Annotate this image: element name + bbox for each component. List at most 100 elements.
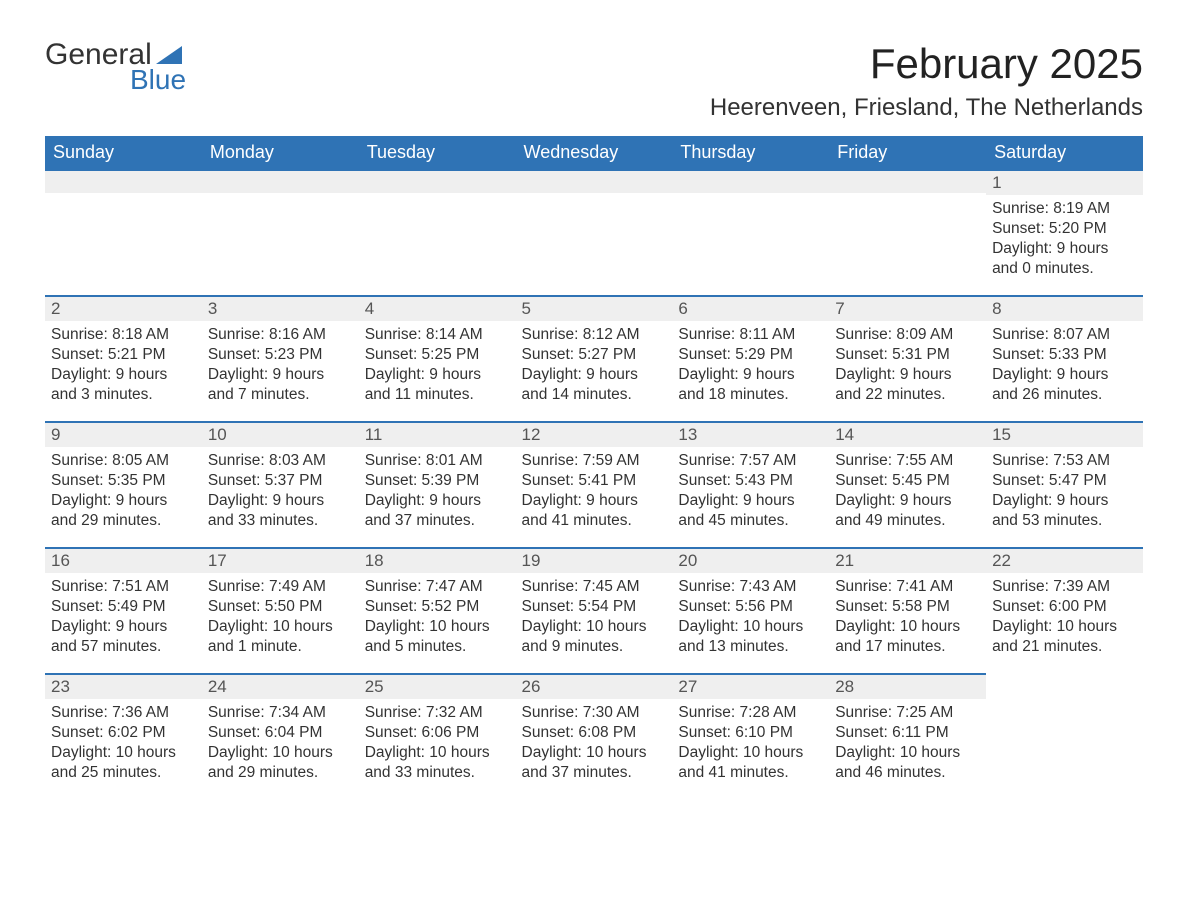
- header: General Blue February 2025 Heerenveen, F…: [45, 40, 1143, 122]
- sunrise: Sunrise: 7:30 AM: [522, 703, 667, 723]
- daylight: Daylight: 9 hours and 3 minutes.: [51, 365, 196, 405]
- calendar-cell: 27Sunrise: 7:28 AMSunset: 6:10 PMDayligh…: [672, 673, 829, 799]
- sunset: Sunset: 6:10 PM: [678, 723, 823, 743]
- daylight: Daylight: 9 hours and 29 minutes.: [51, 491, 196, 531]
- day-number: 11: [359, 421, 516, 447]
- daylight: Daylight: 9 hours and 57 minutes.: [51, 617, 196, 657]
- calendar-cell: 4Sunrise: 8:14 AMSunset: 5:25 PMDaylight…: [359, 295, 516, 421]
- day-details: Sunrise: 8:01 AMSunset: 5:39 PMDaylight:…: [359, 447, 516, 536]
- day-number: 10: [202, 421, 359, 447]
- day-number: 22: [986, 547, 1143, 573]
- sunrise: Sunrise: 7:28 AM: [678, 703, 823, 723]
- flag-icon: [156, 40, 182, 58]
- sunset: Sunset: 5:47 PM: [992, 471, 1137, 491]
- day-details: Sunrise: 7:43 AMSunset: 5:56 PMDaylight:…: [672, 573, 829, 662]
- day-number: 7: [829, 295, 986, 321]
- day-number: 14: [829, 421, 986, 447]
- sunset: Sunset: 5:43 PM: [678, 471, 823, 491]
- daylight: Daylight: 10 hours and 21 minutes.: [992, 617, 1137, 657]
- sunrise: Sunrise: 7:55 AM: [835, 451, 980, 471]
- calendar-cell: [516, 169, 673, 295]
- calendar-cell: 22Sunrise: 7:39 AMSunset: 6:00 PMDayligh…: [986, 547, 1143, 673]
- sunrise: Sunrise: 8:07 AM: [992, 325, 1137, 345]
- calendar-cell: 23Sunrise: 7:36 AMSunset: 6:02 PMDayligh…: [45, 673, 202, 799]
- calendar-cell: 2Sunrise: 8:18 AMSunset: 5:21 PMDaylight…: [45, 295, 202, 421]
- sunset: Sunset: 6:02 PM: [51, 723, 196, 743]
- day-number: 27: [672, 673, 829, 699]
- calendar-cell: 26Sunrise: 7:30 AMSunset: 6:08 PMDayligh…: [516, 673, 673, 799]
- calendar-cell: 17Sunrise: 7:49 AMSunset: 5:50 PMDayligh…: [202, 547, 359, 673]
- day-number: 23: [45, 673, 202, 699]
- sunrise: Sunrise: 8:03 AM: [208, 451, 353, 471]
- sunset: Sunset: 5:50 PM: [208, 597, 353, 617]
- sunrise: Sunrise: 8:12 AM: [522, 325, 667, 345]
- sunset: Sunset: 5:39 PM: [365, 471, 510, 491]
- day-details: Sunrise: 7:47 AMSunset: 5:52 PMDaylight:…: [359, 573, 516, 662]
- calendar-cell: 28Sunrise: 7:25 AMSunset: 6:11 PMDayligh…: [829, 673, 986, 799]
- sunset: Sunset: 5:41 PM: [522, 471, 667, 491]
- daylight: Daylight: 10 hours and 5 minutes.: [365, 617, 510, 657]
- sunrise: Sunrise: 7:49 AM: [208, 577, 353, 597]
- day-details: Sunrise: 7:41 AMSunset: 5:58 PMDaylight:…: [829, 573, 986, 662]
- sunset: Sunset: 5:35 PM: [51, 471, 196, 491]
- sunrise: Sunrise: 7:25 AM: [835, 703, 980, 723]
- logo: General Blue: [45, 40, 186, 94]
- daylight: Daylight: 10 hours and 9 minutes.: [522, 617, 667, 657]
- calendar-body: 1Sunrise: 8:19 AMSunset: 5:20 PMDaylight…: [45, 169, 1143, 799]
- daylight: Daylight: 9 hours and 11 minutes.: [365, 365, 510, 405]
- calendar-cell: 14Sunrise: 7:55 AMSunset: 5:45 PMDayligh…: [829, 421, 986, 547]
- day-number: 17: [202, 547, 359, 573]
- day-details: Sunrise: 8:18 AMSunset: 5:21 PMDaylight:…: [45, 321, 202, 410]
- calendar-cell: 5Sunrise: 8:12 AMSunset: 5:27 PMDaylight…: [516, 295, 673, 421]
- sunrise: Sunrise: 8:09 AM: [835, 325, 980, 345]
- day-number: 25: [359, 673, 516, 699]
- calendar-cell: 18Sunrise: 7:47 AMSunset: 5:52 PMDayligh…: [359, 547, 516, 673]
- weekday-header: Thursday: [672, 136, 829, 169]
- daylight: Daylight: 10 hours and 33 minutes.: [365, 743, 510, 783]
- daylight: Daylight: 10 hours and 29 minutes.: [208, 743, 353, 783]
- logo-word2: Blue: [130, 66, 186, 94]
- sunset: Sunset: 5:54 PM: [522, 597, 667, 617]
- weekday-header: Saturday: [986, 136, 1143, 169]
- daylight: Daylight: 9 hours and 33 minutes.: [208, 491, 353, 531]
- day-details: Sunrise: 7:36 AMSunset: 6:02 PMDaylight:…: [45, 699, 202, 788]
- calendar-week: 16Sunrise: 7:51 AMSunset: 5:49 PMDayligh…: [45, 547, 1143, 673]
- page-title: February 2025: [710, 40, 1143, 88]
- day-details: Sunrise: 7:57 AMSunset: 5:43 PMDaylight:…: [672, 447, 829, 536]
- daylight: Daylight: 9 hours and 41 minutes.: [522, 491, 667, 531]
- empty-day-header: [359, 169, 516, 193]
- sunrise: Sunrise: 8:19 AM: [992, 199, 1137, 219]
- day-number: 24: [202, 673, 359, 699]
- weekday-header: Wednesday: [516, 136, 673, 169]
- sunrise: Sunrise: 7:51 AM: [51, 577, 196, 597]
- sunrise: Sunrise: 8:14 AM: [365, 325, 510, 345]
- day-details: Sunrise: 7:49 AMSunset: 5:50 PMDaylight:…: [202, 573, 359, 662]
- day-number: 5: [516, 295, 673, 321]
- calendar-cell: [672, 169, 829, 295]
- sunrise: Sunrise: 7:47 AM: [365, 577, 510, 597]
- day-details: Sunrise: 8:03 AMSunset: 5:37 PMDaylight:…: [202, 447, 359, 536]
- sunset: Sunset: 5:58 PM: [835, 597, 980, 617]
- calendar-cell: [829, 169, 986, 295]
- day-details: Sunrise: 8:11 AMSunset: 5:29 PMDaylight:…: [672, 321, 829, 410]
- calendar-cell: 15Sunrise: 7:53 AMSunset: 5:47 PMDayligh…: [986, 421, 1143, 547]
- sunset: Sunset: 5:21 PM: [51, 345, 196, 365]
- day-details: Sunrise: 8:05 AMSunset: 5:35 PMDaylight:…: [45, 447, 202, 536]
- sunset: Sunset: 5:52 PM: [365, 597, 510, 617]
- day-number: 6: [672, 295, 829, 321]
- calendar-cell: 3Sunrise: 8:16 AMSunset: 5:23 PMDaylight…: [202, 295, 359, 421]
- sunrise: Sunrise: 8:11 AM: [678, 325, 823, 345]
- daylight: Daylight: 10 hours and 46 minutes.: [835, 743, 980, 783]
- calendar-cell: 8Sunrise: 8:07 AMSunset: 5:33 PMDaylight…: [986, 295, 1143, 421]
- day-number: 18: [359, 547, 516, 573]
- day-details: Sunrise: 8:14 AMSunset: 5:25 PMDaylight:…: [359, 321, 516, 410]
- sunset: Sunset: 5:29 PM: [678, 345, 823, 365]
- daylight: Daylight: 9 hours and 7 minutes.: [208, 365, 353, 405]
- daylight: Daylight: 9 hours and 53 minutes.: [992, 491, 1137, 531]
- empty-day-header: [202, 169, 359, 193]
- day-details: Sunrise: 7:55 AMSunset: 5:45 PMDaylight:…: [829, 447, 986, 536]
- calendar-cell: [202, 169, 359, 295]
- day-number: 20: [672, 547, 829, 573]
- sunrise: Sunrise: 8:18 AM: [51, 325, 196, 345]
- daylight: Daylight: 10 hours and 17 minutes.: [835, 617, 980, 657]
